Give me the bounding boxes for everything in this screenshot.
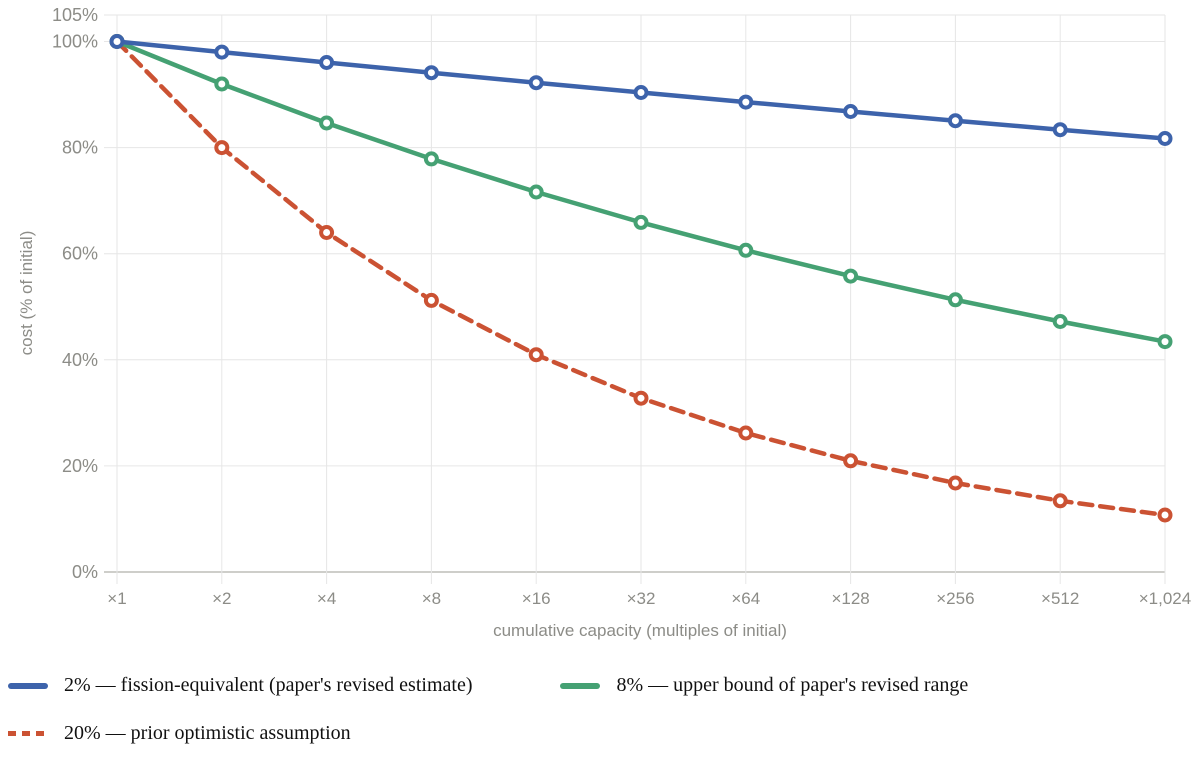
legend-label-20pct: 20% — prior optimistic assumption [64, 722, 351, 744]
svg-text:105%: 105% [52, 5, 98, 25]
legend-label-8pct: 8% — upper bound of paper's revised rang… [616, 674, 969, 696]
legend-item-20pct: 20% — prior optimistic assumption [8, 722, 351, 745]
x-axis-title: cumulative capacity (multiples of initia… [493, 621, 787, 640]
legend-label-2pct: 2% — fission-equivalent (paper's revised… [64, 674, 473, 696]
chart-legend: 2% — fission-equivalent (paper's revised… [8, 674, 968, 745]
learning-curve-chart: 0% 20% 40% 60% 80% 100% 105% ×1 ×2 ×4 ×8 ×16 ×32 ×64 ×… [17, 5, 1191, 640]
svg-text:×8: ×8 [422, 589, 441, 608]
svg-text:×1: ×1 [107, 589, 126, 608]
legend-row-2: 20% — prior optimistic assumption [8, 722, 968, 745]
y-axis-title: cost (% of initial) [17, 230, 36, 356]
plot-svg: 0% 20% 40% 60% 80% 100% 105% ×1 ×2 ×4 ×8 ×16 ×32 ×64 ×… [52, 5, 1191, 608]
svg-text:×1,024: ×1,024 [1139, 589, 1191, 608]
svg-text:×16: ×16 [522, 589, 551, 608]
svg-text:×2: ×2 [212, 589, 231, 608]
svg-text:0%: 0% [72, 562, 98, 582]
svg-text:40%: 40% [62, 350, 98, 370]
legend-item-2pct: 2% — fission-equivalent (paper's revised… [8, 674, 472, 697]
svg-text:×32: ×32 [627, 589, 656, 608]
svg-text:×256: ×256 [936, 589, 974, 608]
svg-text:80%: 80% [62, 138, 98, 158]
legend-row-1: 2% — fission-equivalent (paper's revised… [8, 674, 968, 697]
svg-text:×64: ×64 [731, 589, 760, 608]
legend-item-8pct: 8% — upper bound of paper's revised rang… [560, 674, 968, 697]
svg-text:×512: ×512 [1041, 589, 1079, 608]
legend-swatch-2pct-line [8, 682, 48, 689]
svg-text:×128: ×128 [831, 589, 869, 608]
legend-swatch-20pct-dashed-line [8, 731, 48, 736]
legend-swatch-8pct-line [560, 682, 601, 689]
svg-text:20%: 20% [62, 456, 98, 476]
svg-text:60%: 60% [62, 244, 98, 264]
svg-text:100%: 100% [52, 32, 98, 52]
svg-text:×4: ×4 [317, 589, 336, 608]
